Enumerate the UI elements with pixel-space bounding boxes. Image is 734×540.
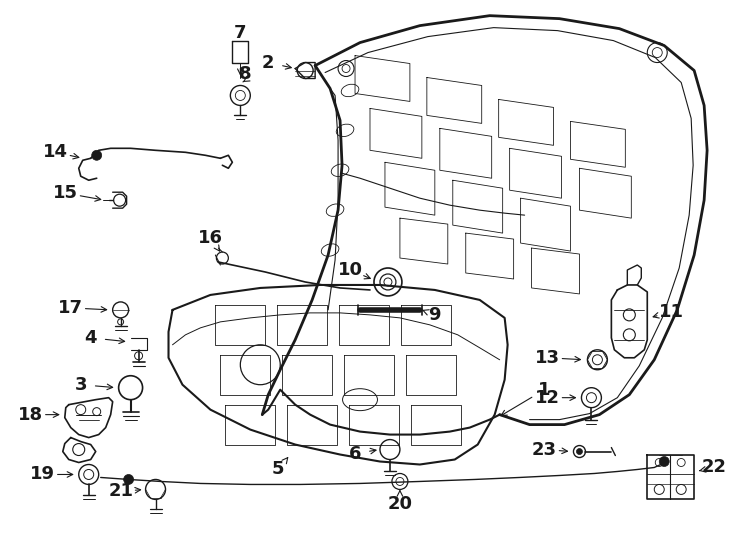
Text: 15: 15 xyxy=(54,184,79,202)
Text: 11: 11 xyxy=(658,303,683,321)
Text: 18: 18 xyxy=(18,406,43,423)
Circle shape xyxy=(123,475,134,484)
Text: 14: 14 xyxy=(43,143,68,161)
Circle shape xyxy=(659,456,669,467)
Text: 12: 12 xyxy=(535,389,560,407)
Text: 16: 16 xyxy=(198,229,223,247)
Text: 17: 17 xyxy=(58,299,83,317)
Text: 19: 19 xyxy=(30,465,55,483)
Text: 9: 9 xyxy=(429,306,441,324)
Text: 7: 7 xyxy=(234,24,247,42)
Text: 23: 23 xyxy=(532,441,557,458)
Text: 6: 6 xyxy=(349,444,361,463)
Text: 1: 1 xyxy=(538,381,550,399)
Text: 2: 2 xyxy=(262,53,275,71)
Circle shape xyxy=(92,150,102,160)
Circle shape xyxy=(576,449,583,455)
Text: 8: 8 xyxy=(239,64,252,83)
Text: 4: 4 xyxy=(84,329,97,347)
Text: 3: 3 xyxy=(74,376,87,394)
Text: 5: 5 xyxy=(272,461,285,478)
Text: 22: 22 xyxy=(702,458,727,476)
Text: 21: 21 xyxy=(108,482,133,501)
Text: 10: 10 xyxy=(338,261,363,279)
Text: 20: 20 xyxy=(388,495,413,514)
Text: 13: 13 xyxy=(535,349,560,367)
